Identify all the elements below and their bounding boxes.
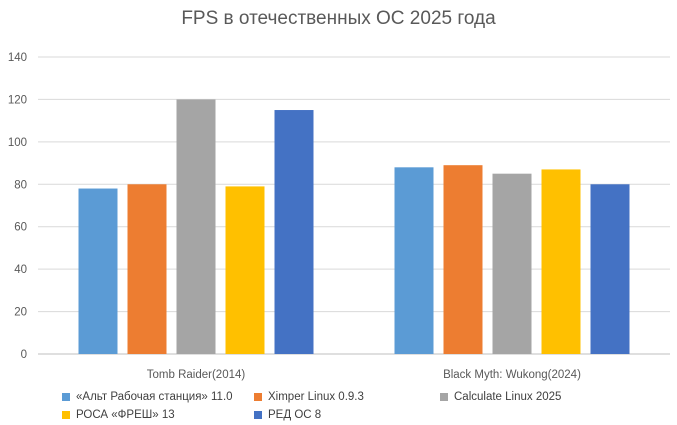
bar[interactable] [394, 167, 434, 354]
y-tick-label: 140 [8, 52, 27, 64]
legend-swatch [254, 411, 262, 419]
legend-swatch [440, 393, 448, 401]
bar-chart: 0 20 40 60 80 100 120 140 Tomb Raider(2014) Blac… [8, 52, 670, 381]
x-tick-label: Black Myth: Wukong(2024) [443, 369, 581, 381]
legend-item-rosa[interactable]: РОСА «ФРЕШ» 13 [62, 409, 254, 421]
legend-swatch [254, 393, 262, 401]
legend-label: Ximper Linux 0.9.3 [268, 391, 364, 403]
y-tick-label: 60 [14, 222, 27, 234]
x-axis-tick-labels: Tomb Raider(2014) Black Myth: Wukong(2024… [147, 369, 581, 381]
legend-item-alt[interactable]: «Альт Рабочая станция» 11.0 [62, 391, 254, 403]
chart-title: FPS в отечественных ОС 2025 года [181, 8, 496, 29]
y-axis-tick-labels: 0 20 40 60 80 100 120 140 [8, 52, 27, 361]
legend-row: РОСА «ФРЕШ» 13 РЕД ОС 8 [62, 406, 622, 424]
legend-item-ximper[interactable]: Ximper Linux 0.9.3 [254, 391, 440, 403]
bar[interactable] [78, 188, 118, 354]
legend-label: Calculate Linux 2025 [454, 391, 562, 403]
legend: «Альт Рабочая станция» 11.0 Ximper Linux… [62, 388, 622, 424]
bar[interactable] [590, 184, 630, 354]
legend-label: «Альт Рабочая станция» 11.0 [76, 391, 233, 403]
bar[interactable] [225, 186, 265, 354]
bar[interactable] [127, 184, 167, 354]
y-tick-label: 120 [8, 94, 27, 106]
legend-item-red-os[interactable]: РЕД ОС 8 [254, 409, 440, 421]
legend-row: «Альт Рабочая станция» 11.0 Ximper Linux… [62, 388, 622, 406]
legend-label: РОСА «ФРЕШ» 13 [76, 409, 175, 421]
legend-swatch [62, 393, 70, 401]
y-tick-label: 0 [21, 349, 27, 361]
y-tick-label: 40 [14, 264, 27, 276]
bar[interactable] [274, 110, 314, 355]
bar[interactable] [176, 99, 216, 354]
y-tick-label: 20 [14, 307, 27, 319]
bar[interactable] [541, 169, 581, 354]
bar[interactable] [492, 173, 532, 354]
legend-item-calculate[interactable]: Calculate Linux 2025 [440, 391, 561, 403]
bars [78, 99, 630, 355]
legend-swatch [62, 411, 70, 419]
legend-label: РЕД ОС 8 [268, 409, 322, 421]
bar[interactable] [443, 165, 483, 354]
x-tick-label: Tomb Raider(2014) [147, 369, 246, 381]
y-tick-label: 80 [14, 179, 27, 191]
y-tick-label: 100 [8, 137, 27, 149]
